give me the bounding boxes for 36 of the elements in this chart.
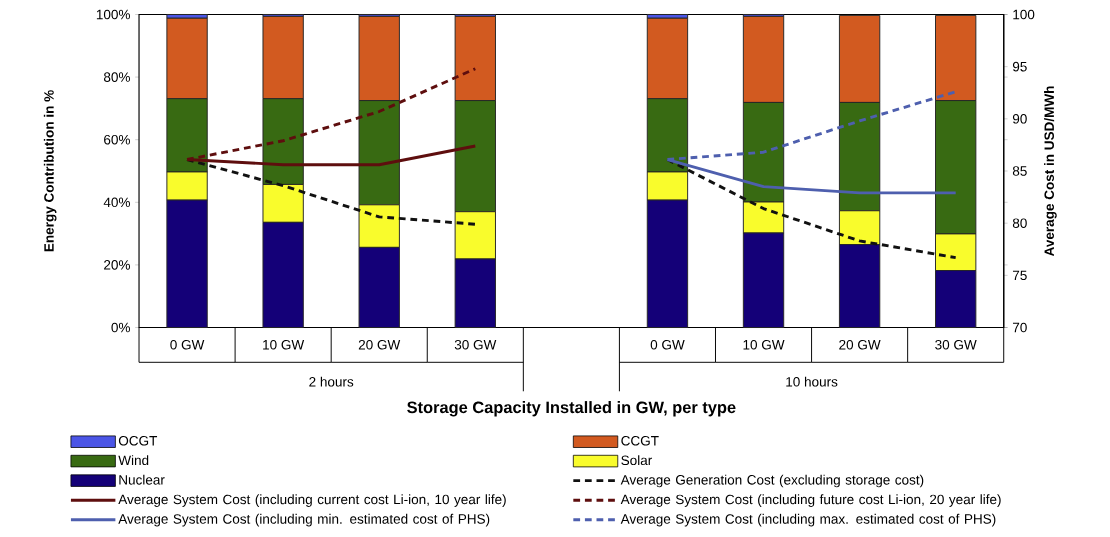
legend-label: Solar <box>621 455 653 466</box>
x-tick-label: 30 GW <box>935 339 977 350</box>
legend-label: CCGT <box>621 435 659 446</box>
y2-tick-label: 90 <box>1012 113 1027 124</box>
y-tick-label: 0% <box>111 322 130 333</box>
x-tick-label: 10 GW <box>743 339 785 350</box>
y-tick-label: 100% <box>96 9 130 20</box>
x-tick-label: 0 GW <box>650 339 685 350</box>
legend-label: Average System Cost (including max. estimated cost of PHS) <box>620 513 996 527</box>
y2-tick-label: 75 <box>1012 270 1027 280</box>
y-tick-label: 20% <box>104 260 130 270</box>
text: 2 hours <box>309 376 354 387</box>
x-tick-label: 20 GW <box>358 339 401 350</box>
y2-tick-label: 70 <box>1012 322 1027 333</box>
y2-tick-label: 85 <box>1012 166 1027 176</box>
y2-tick-label: 100 <box>1013 9 1035 20</box>
y-tick-label: 80% <box>103 72 130 82</box>
legend-label: Average Generation Cost (excluding storage cost) <box>620 474 924 488</box>
legend-label: Average System Cost (including current cost Li-ion, 10 year life) <box>118 494 506 507</box>
x-tick-label: 30 GW <box>454 339 497 350</box>
y-tick-label: 60% <box>104 134 130 145</box>
text: 10 hours <box>786 376 838 387</box>
x-tick-label: 0 GW <box>170 339 205 350</box>
y-axis-title: Energy Contribution in % <box>43 90 57 252</box>
y-tick-label: 40% <box>103 197 130 208</box>
x-tick-label: 20 GW <box>839 339 881 350</box>
x-axis-title: Storage Capacity Installed in GW, per type <box>407 401 736 417</box>
legend-label: OCGT <box>118 435 158 446</box>
legend-label: Average System Cost (including future cost Li-ion, 20 year life) <box>620 494 1001 507</box>
y2-tick-label: 80 <box>1012 218 1027 228</box>
legend-label: Average System Cost (including min. estimated cost of PHS) <box>118 513 490 527</box>
y2-axis-title: Average Cost in USD/MWh <box>1044 86 1057 257</box>
legend-label: Nuclear <box>119 474 165 485</box>
y2-tick-label: 95 <box>1012 61 1027 72</box>
x-tick-label: 10 GW <box>263 339 305 350</box>
legend-label: Wind <box>118 455 149 466</box>
